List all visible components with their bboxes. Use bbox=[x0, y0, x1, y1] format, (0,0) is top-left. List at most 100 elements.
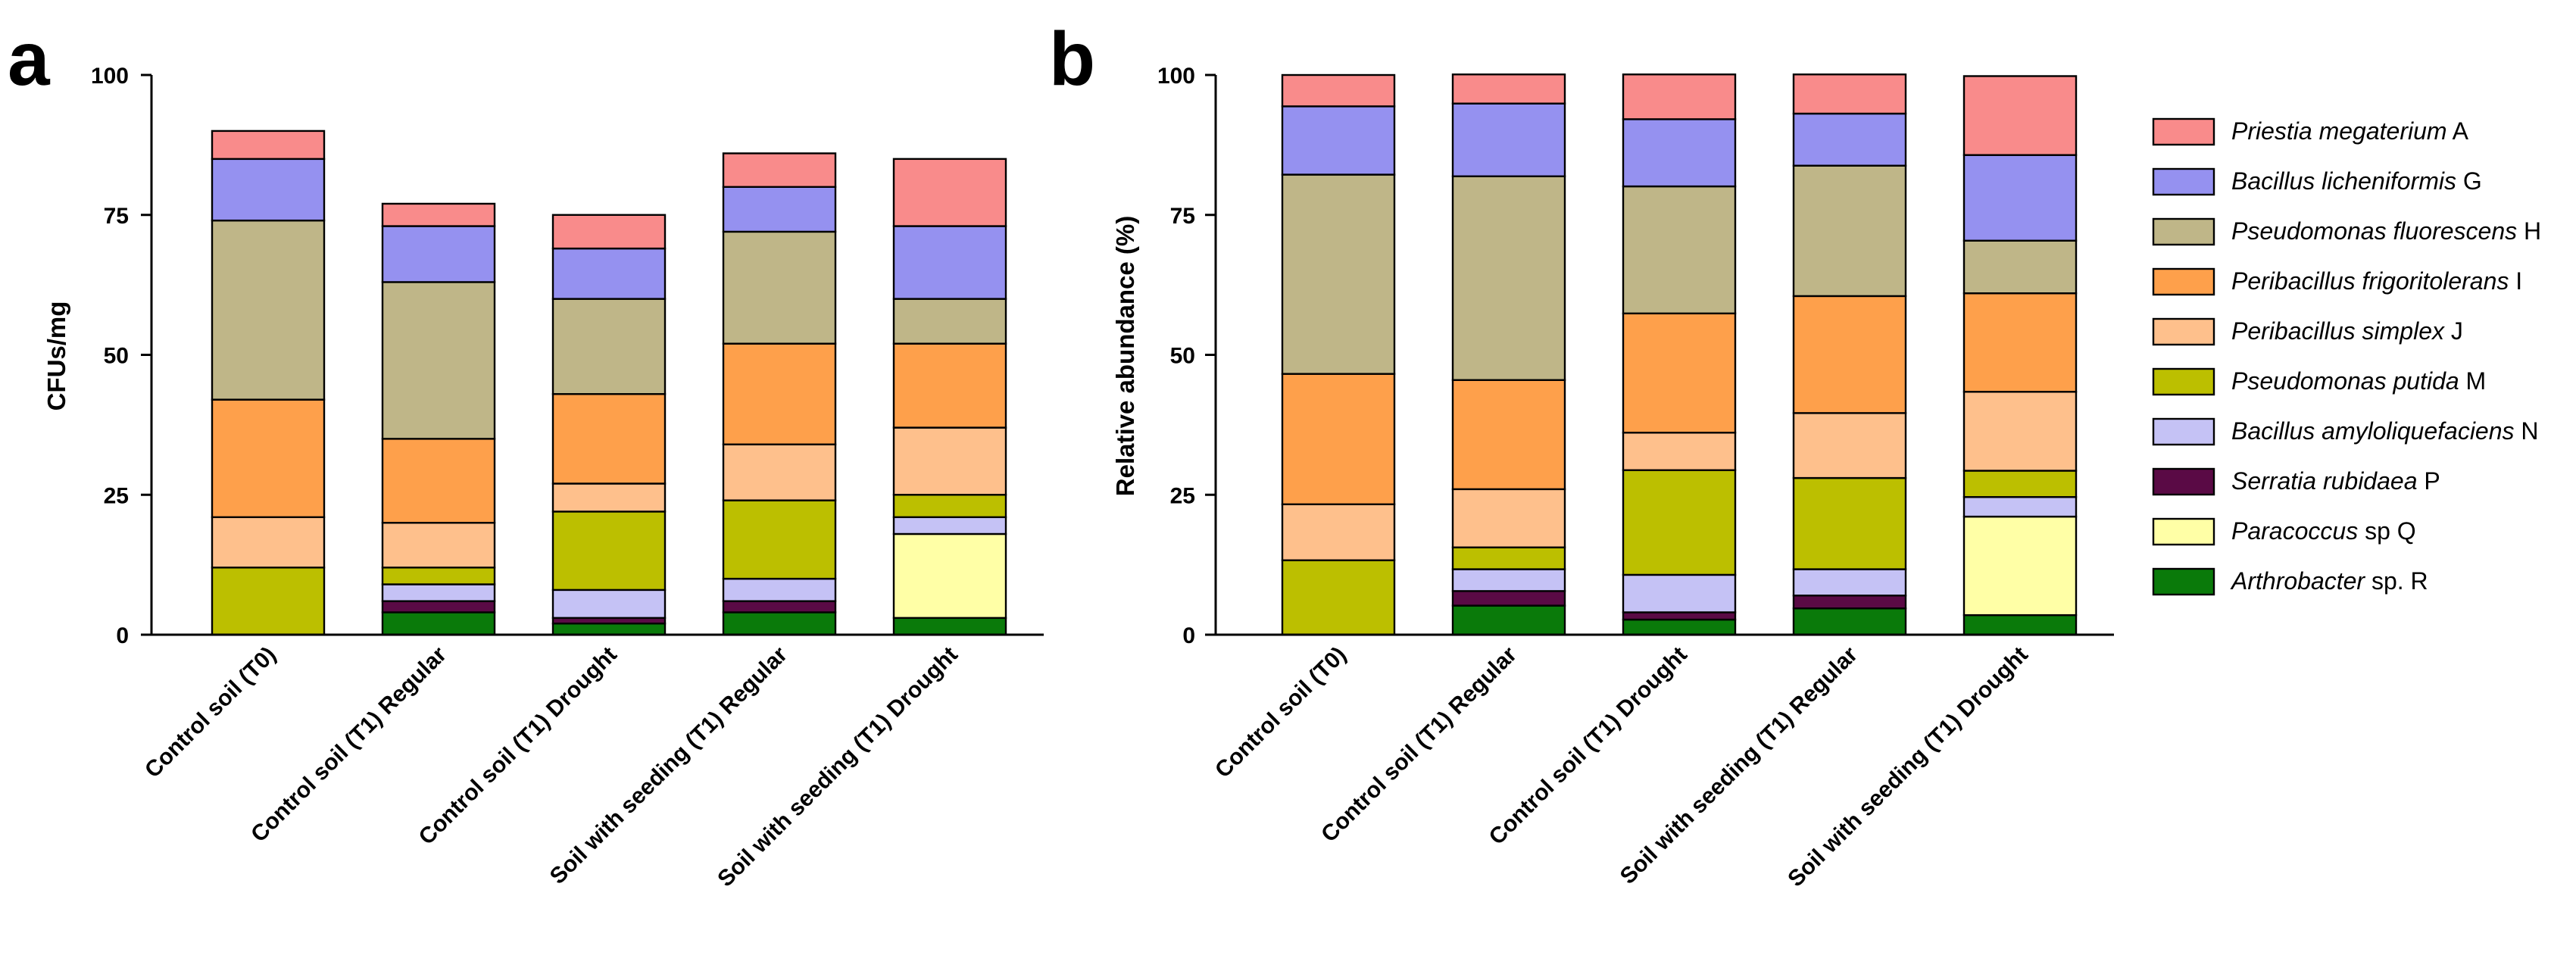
bar-segment-serratia-rubidaea-p-4 bbox=[1792, 595, 1907, 610]
legend-swatch-arthrobacter bbox=[2152, 567, 2215, 596]
legend-label-peribacillus-simplex: Peribacillus simplex J bbox=[2231, 317, 2463, 345]
bar-segment-pseudomonas-fluorescens-h-5 bbox=[1962, 239, 2078, 295]
bar-segment-priestia-megaterium-a-1 bbox=[1281, 73, 1396, 108]
bar-segment-bacillus-licheniformis-g-5 bbox=[892, 225, 1007, 300]
bar-segment-arthrobacter-sp-r-5 bbox=[892, 617, 1007, 636]
legend-swatch-serratia-rubidaea bbox=[2152, 467, 2215, 496]
bar-segment-peribacillus-simplex-j-4 bbox=[1792, 412, 1907, 479]
bar-segment-peribacillus-simplex-j-3 bbox=[1622, 432, 1737, 471]
bar-segment-bacillus-amyloliquefaciens-n-2 bbox=[1451, 568, 1566, 592]
y-tick-label: 50 bbox=[104, 344, 129, 369]
y-tick-label: 25 bbox=[104, 483, 129, 508]
bar-segment-pseudomonas-putida-m-3 bbox=[1622, 469, 1737, 576]
bar-segment-bacillus-amyloliquefaciens-n-5 bbox=[892, 516, 1007, 535]
bar-segment-priestia-megaterium-a-2 bbox=[1451, 73, 1566, 105]
bar-segment-bacillus-licheniformis-g-5 bbox=[1962, 154, 2078, 242]
bar-segment-priestia-megaterium-a-5 bbox=[1962, 75, 2078, 156]
x-tick-label: Control soil (T1) Drought bbox=[1485, 642, 1692, 850]
x-tick-label: Control soil (T1) Regular bbox=[1316, 642, 1522, 847]
bar-segment-peribacillus-simplex-j-5 bbox=[892, 426, 1007, 496]
panel-b-chart: Control soil (T0)Control soil (T1) Regul… bbox=[1157, 64, 2114, 891]
legend-label-serratia-rubidaea: Serratia rubidaea P bbox=[2231, 467, 2440, 495]
bar-segment-pseudomonas-fluorescens-h-4 bbox=[722, 230, 837, 345]
legend: Priestia megaterium A Bacillus lichenifor… bbox=[2152, 117, 2541, 596]
bar-segment-pseudomonas-fluorescens-h-1 bbox=[1281, 173, 1396, 375]
bar-segment-peribacillus-simplex-j-4 bbox=[722, 443, 837, 501]
legend-swatch-bacillus-licheniformis bbox=[2152, 167, 2215, 196]
bar-segment-peribacillus-simplex-j-1 bbox=[211, 516, 326, 569]
bar-segment-pseudomonas-fluorescens-h-3 bbox=[551, 298, 667, 395]
bar-segment-paracoccus-sp-q-5 bbox=[1962, 515, 2078, 617]
bar-segment-peribacillus-simplex-j-2 bbox=[1451, 488, 1566, 548]
bar-segment-bacillus-licheniformis-g-3 bbox=[1622, 118, 1737, 188]
bar-segment-bacillus-licheniformis-g-2 bbox=[381, 225, 496, 283]
bar-segment-pseudomonas-fluorescens-h-2 bbox=[1451, 175, 1566, 381]
bar-segment-bacillus-amyloliquefaciens-n-5 bbox=[1962, 496, 2078, 518]
panel-letter-a: a bbox=[8, 17, 51, 101]
bar-segment-bacillus-amyloliquefaciens-n-3 bbox=[551, 589, 667, 620]
legend-label-pseudomonas-putida: Pseudomonas putida M bbox=[2231, 367, 2486, 395]
bar-segment-bacillus-amyloliquefaciens-n-4 bbox=[1792, 568, 1907, 597]
bar-segment-bacillus-licheniformis-g-4 bbox=[722, 186, 837, 233]
bar-segment-arthrobacter-sp-r-3 bbox=[551, 623, 667, 636]
legend-swatch-peribacillus-simplex bbox=[2152, 317, 2215, 346]
panel-a-ylabel: CFUs/mg bbox=[42, 301, 70, 411]
bar-segment-peribacillus-simplex-j-5 bbox=[1962, 391, 2078, 472]
bar-segment-bacillus-licheniformis-g-1 bbox=[1281, 105, 1396, 176]
bar-segment-peribacillus-frigoritolerans-i-3 bbox=[551, 393, 667, 485]
legend-swatch-priestia-megaterium bbox=[2152, 117, 2215, 146]
y-tick-label: 75 bbox=[104, 204, 129, 229]
legend-swatch-paracoccus bbox=[2152, 517, 2215, 546]
bar-segment-priestia-megaterium-a-4 bbox=[722, 152, 837, 189]
bar-segment-paracoccus-sp-q-5 bbox=[892, 532, 1007, 620]
bar-segment-peribacillus-frigoritolerans-i-4 bbox=[1792, 295, 1907, 414]
bar-segment-peribacillus-frigoritolerans-i-2 bbox=[1451, 379, 1566, 491]
bar-segment-bacillus-licheniformis-g-2 bbox=[1451, 102, 1566, 177]
bar-segment-peribacillus-frigoritolerans-i-2 bbox=[381, 438, 496, 524]
bar-segment-pseudomonas-fluorescens-h-4 bbox=[1792, 164, 1907, 298]
bar-segment-bacillus-licheniformis-g-1 bbox=[211, 158, 326, 222]
y-tick-label: 75 bbox=[1170, 204, 1195, 229]
bar-segment-peribacillus-frigoritolerans-i-4 bbox=[722, 342, 837, 445]
bar-segment-arthrobacter-sp-r-5 bbox=[1962, 614, 2078, 636]
panel-b-ylabel: Relative abundance (%) bbox=[1111, 216, 1139, 496]
bar-segment-arthrobacter-sp-r-4 bbox=[1792, 607, 1907, 636]
legend-swatch-peribacillus-frigoritolerans bbox=[2152, 267, 2215, 296]
bar-segment-peribacillus-frigoritolerans-i-3 bbox=[1622, 312, 1737, 434]
bar-segment-pseudomonas-putida-m-2 bbox=[1451, 546, 1566, 570]
bar-segment-arthrobacter-sp-r-2 bbox=[1451, 604, 1566, 636]
legend-swatch-pseudomonas-putida bbox=[2152, 367, 2215, 396]
y-tick-label: 0 bbox=[1182, 623, 1195, 648]
bar-segment-priestia-megaterium-a-2 bbox=[381, 202, 496, 227]
legend-label-peribacillus-frigoritolerans: Peribacillus frigoritolerans I bbox=[2231, 267, 2522, 295]
bar-segment-priestia-megaterium-a-1 bbox=[211, 130, 326, 161]
legend-label-bacillus-amyloliquefaciens: Bacillus amyloliquefaciens N bbox=[2231, 417, 2539, 445]
bar-segment-pseudomonas-putida-m-1 bbox=[1281, 559, 1396, 636]
x-tick-label: Control soil (T0) bbox=[1210, 642, 1351, 783]
bar-segment-serratia-rubidaea-p-2 bbox=[1451, 590, 1566, 607]
legend-label-arthrobacter: Arthrobacter sp. R bbox=[2230, 567, 2428, 595]
bar-segment-pseudomonas-putida-m-3 bbox=[551, 510, 667, 592]
panel-a-chart: Control soil (T0)Control soil (T1) Regul… bbox=[91, 64, 1044, 891]
bar-segment-pseudomonas-putida-m-1 bbox=[211, 567, 326, 636]
bar-segment-pseudomonas-fluorescens-h-1 bbox=[211, 219, 326, 401]
bar-segment-serratia-rubidaea-p-4 bbox=[722, 600, 837, 614]
bar-segment-priestia-megaterium-a-3 bbox=[551, 214, 667, 250]
legend-label-priestia-megaterium: Priestia megaterium A bbox=[2231, 117, 2469, 145]
bar-segment-priestia-megaterium-a-5 bbox=[892, 158, 1007, 227]
panel-letter-b: b bbox=[1049, 17, 1095, 101]
legend-label-bacillus-licheniformis: Bacillus licheniformis G bbox=[2231, 167, 2482, 195]
bar-segment-arthrobacter-sp-r-2 bbox=[381, 611, 496, 636]
legend-swatch-bacillus-amyloliquefaciens bbox=[2152, 417, 2215, 446]
bar-segment-priestia-megaterium-a-4 bbox=[1792, 73, 1907, 115]
bar-segment-peribacillus-frigoritolerans-i-5 bbox=[1962, 292, 2078, 393]
bar-segment-arthrobacter-sp-r-4 bbox=[722, 611, 837, 636]
x-tick-label: Control soil (T0) bbox=[140, 642, 281, 783]
bar-segment-bacillus-amyloliquefaciens-n-2 bbox=[381, 583, 496, 602]
bar-segment-pseudomonas-fluorescens-h-5 bbox=[892, 298, 1007, 345]
legend-label-paracoccus: Paracoccus sp Q bbox=[2231, 517, 2416, 545]
y-tick-label: 100 bbox=[1157, 64, 1195, 89]
bar-segment-bacillus-amyloliquefaciens-n-4 bbox=[722, 577, 837, 602]
x-tick-label: Control soil (T1) Regular bbox=[246, 642, 451, 847]
bar-segment-serratia-rubidaea-p-2 bbox=[381, 600, 496, 614]
